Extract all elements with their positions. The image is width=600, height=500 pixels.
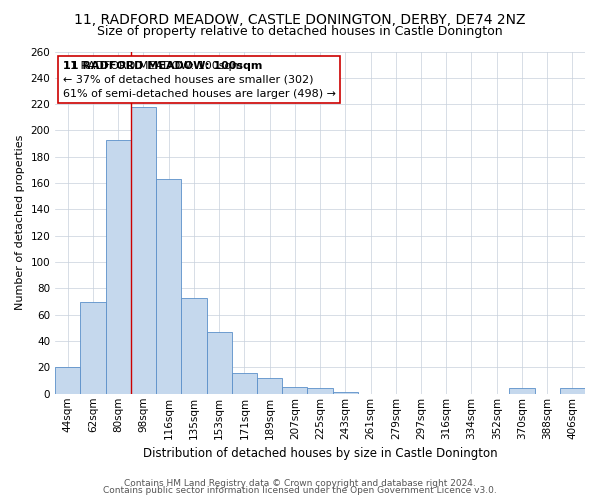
Bar xyxy=(206,332,232,394)
Text: Contains HM Land Registry data © Crown copyright and database right 2024.: Contains HM Land Registry data © Crown c… xyxy=(124,478,476,488)
Text: 11, RADFORD MEADOW, CASTLE DONINGTON, DERBY, DE74 2NZ: 11, RADFORD MEADOW, CASTLE DONINGTON, DE… xyxy=(74,12,526,26)
Text: 11 RADFORD MEADOW: 100sqm: 11 RADFORD MEADOW: 100sqm xyxy=(63,60,262,70)
Text: Size of property relative to detached houses in Castle Donington: Size of property relative to detached ho… xyxy=(97,25,503,38)
Bar xyxy=(257,378,282,394)
Bar xyxy=(332,392,358,394)
Bar xyxy=(282,387,307,394)
Bar xyxy=(55,368,80,394)
Text: 11 RADFORD MEADOW: 100sqm
← 37% of detached houses are smaller (302)
61% of semi: 11 RADFORD MEADOW: 100sqm ← 37% of detac… xyxy=(63,60,336,98)
Y-axis label: Number of detached properties: Number of detached properties xyxy=(15,135,25,310)
Text: Contains public sector information licensed under the Open Government Licence v3: Contains public sector information licen… xyxy=(103,486,497,495)
Bar xyxy=(131,107,156,394)
Bar xyxy=(80,302,106,394)
Bar xyxy=(156,179,181,394)
Bar xyxy=(106,140,131,394)
Bar xyxy=(307,388,332,394)
Bar xyxy=(232,372,257,394)
Bar xyxy=(509,388,535,394)
X-axis label: Distribution of detached houses by size in Castle Donington: Distribution of detached houses by size … xyxy=(143,447,497,460)
Bar xyxy=(560,388,585,394)
Bar xyxy=(181,298,206,394)
